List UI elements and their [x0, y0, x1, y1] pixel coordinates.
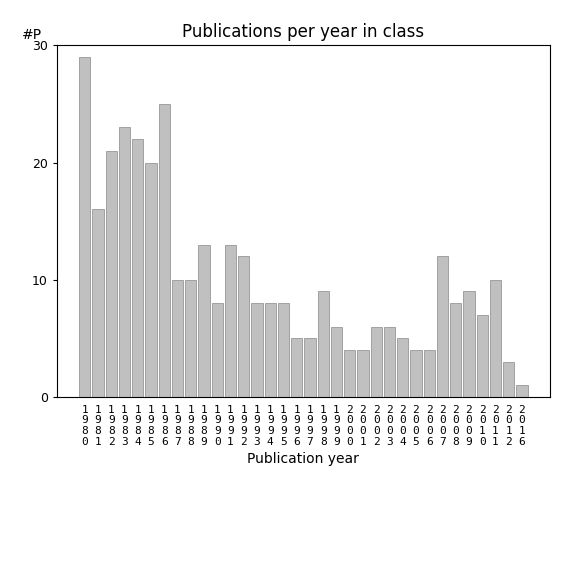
- Bar: [503, 362, 514, 397]
- Bar: [145, 163, 156, 397]
- Bar: [265, 303, 276, 397]
- Bar: [278, 303, 289, 397]
- Bar: [357, 350, 369, 397]
- Bar: [371, 327, 382, 397]
- Bar: [304, 338, 316, 397]
- Bar: [159, 104, 170, 397]
- Bar: [251, 303, 263, 397]
- Bar: [238, 256, 249, 397]
- Bar: [172, 280, 183, 397]
- Bar: [92, 209, 104, 397]
- Bar: [397, 338, 408, 397]
- Bar: [384, 327, 395, 397]
- Bar: [331, 327, 342, 397]
- Bar: [344, 350, 356, 397]
- Text: #P: #P: [22, 28, 43, 42]
- Bar: [463, 291, 475, 397]
- Bar: [517, 385, 527, 397]
- Bar: [185, 280, 196, 397]
- Bar: [476, 315, 488, 397]
- Bar: [211, 303, 223, 397]
- Bar: [225, 244, 236, 397]
- Bar: [318, 291, 329, 397]
- Bar: [198, 244, 210, 397]
- Bar: [119, 128, 130, 397]
- X-axis label: Publication year: Publication year: [247, 452, 359, 467]
- Bar: [132, 139, 143, 397]
- Bar: [424, 350, 435, 397]
- Bar: [490, 280, 501, 397]
- Bar: [79, 57, 90, 397]
- Bar: [105, 151, 117, 397]
- Bar: [291, 338, 302, 397]
- Title: Publications per year in class: Publications per year in class: [182, 23, 425, 41]
- Bar: [411, 350, 422, 397]
- Bar: [450, 303, 462, 397]
- Bar: [437, 256, 448, 397]
